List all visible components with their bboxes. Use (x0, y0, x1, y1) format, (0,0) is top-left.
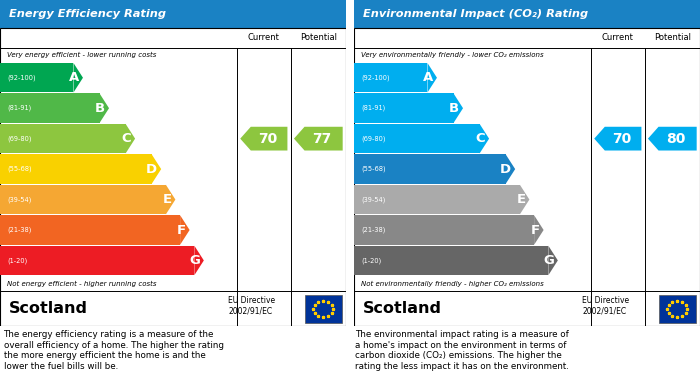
Bar (0, 215, 180, 245)
Text: Current: Current (602, 33, 634, 42)
Bar (354, 0, 700, 28)
Polygon shape (99, 93, 109, 123)
Bar (0, 246, 195, 275)
Bar (354, 246, 548, 275)
Text: D: D (146, 163, 158, 176)
Text: Potential: Potential (654, 33, 691, 42)
Text: Very energy efficient - lower running costs: Very energy efficient - lower running co… (7, 52, 156, 58)
Text: Environmental Impact (CO₂) Rating: Environmental Impact (CO₂) Rating (363, 9, 588, 19)
Polygon shape (152, 154, 161, 184)
Polygon shape (480, 124, 489, 153)
Text: 77: 77 (313, 132, 332, 145)
Polygon shape (520, 185, 529, 214)
Text: Potential: Potential (300, 33, 337, 42)
Text: C: C (122, 132, 132, 145)
Text: Energy Efficiency Rating: Energy Efficiency Rating (8, 9, 166, 19)
Text: A: A (69, 71, 79, 84)
Polygon shape (534, 215, 544, 245)
Text: 70: 70 (612, 132, 631, 145)
Polygon shape (454, 93, 463, 123)
Polygon shape (294, 127, 343, 151)
Text: E: E (162, 193, 172, 206)
Text: EU Directive
2002/91/EC: EU Directive 2002/91/EC (582, 296, 629, 316)
Bar (0, 63, 74, 93)
Text: (69-80): (69-80) (361, 135, 386, 142)
Text: (39-54): (39-54) (361, 196, 385, 203)
Text: Very environmentally friendly - lower CO₂ emissions: Very environmentally friendly - lower CO… (361, 52, 543, 58)
Text: D: D (500, 163, 512, 176)
Text: The environmental impact rating is a measure of
a home's impact on the environme: The environmental impact rating is a mea… (355, 330, 569, 371)
Bar (354, 215, 534, 245)
Text: (1-20): (1-20) (7, 257, 27, 264)
Text: G: G (189, 254, 200, 267)
Text: The energy efficiency rating is a measure of the
overall efficiency of a home. T: The energy efficiency rating is a measur… (4, 330, 223, 371)
Text: F: F (531, 224, 540, 237)
Text: C: C (476, 132, 485, 145)
Text: B: B (95, 102, 105, 115)
Bar (354, 154, 505, 184)
Polygon shape (428, 63, 437, 93)
Text: Scotland: Scotland (363, 301, 442, 316)
Polygon shape (548, 246, 558, 275)
Text: 80: 80 (666, 132, 686, 145)
Text: (21-38): (21-38) (7, 227, 31, 233)
Bar (354, 124, 480, 153)
Text: (55-68): (55-68) (7, 166, 31, 172)
Text: 70: 70 (258, 132, 277, 145)
Text: (21-38): (21-38) (361, 227, 385, 233)
Polygon shape (195, 246, 204, 275)
Bar (0, 93, 99, 123)
Bar (0, 185, 166, 214)
Bar (354, 93, 454, 123)
Bar (354, 63, 428, 93)
Text: EU Directive
2002/91/EC: EU Directive 2002/91/EC (228, 296, 276, 316)
Polygon shape (125, 124, 135, 153)
Polygon shape (166, 185, 176, 214)
Text: Not environmentally friendly - higher CO₂ emissions: Not environmentally friendly - higher CO… (361, 281, 544, 287)
Text: (55-68): (55-68) (361, 166, 386, 172)
Polygon shape (505, 154, 515, 184)
Polygon shape (594, 127, 641, 151)
Text: (81-91): (81-91) (7, 105, 31, 111)
Bar (354, 185, 520, 214)
Bar (659, 295, 696, 323)
Text: E: E (517, 193, 526, 206)
Text: (92-100): (92-100) (361, 75, 389, 81)
Text: A: A (423, 71, 433, 84)
Text: (69-80): (69-80) (7, 135, 31, 142)
Bar (0, 0, 346, 28)
Bar (0, 154, 152, 184)
Text: B: B (449, 102, 459, 115)
Text: G: G (543, 254, 554, 267)
Text: (92-100): (92-100) (7, 75, 36, 81)
Polygon shape (648, 127, 696, 151)
Bar (305, 295, 342, 323)
Bar (0, 124, 125, 153)
Polygon shape (240, 127, 288, 151)
Text: (39-54): (39-54) (7, 196, 31, 203)
Text: Not energy efficient - higher running costs: Not energy efficient - higher running co… (7, 281, 156, 287)
Text: Scotland: Scotland (8, 301, 88, 316)
Text: (81-91): (81-91) (361, 105, 385, 111)
Polygon shape (74, 63, 83, 93)
Polygon shape (180, 215, 190, 245)
Text: F: F (176, 224, 186, 237)
Text: Current: Current (248, 33, 280, 42)
Text: (1-20): (1-20) (361, 257, 382, 264)
